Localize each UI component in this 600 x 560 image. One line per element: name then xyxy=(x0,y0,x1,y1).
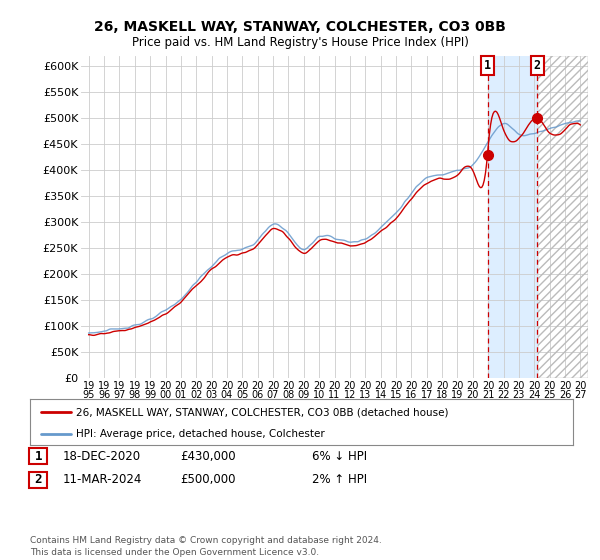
Text: Price paid vs. HM Land Registry's House Price Index (HPI): Price paid vs. HM Land Registry's House … xyxy=(131,36,469,49)
Text: £500,000: £500,000 xyxy=(180,473,235,487)
Text: Contains HM Land Registry data © Crown copyright and database right 2024.
This d: Contains HM Land Registry data © Crown c… xyxy=(30,536,382,557)
Text: HPI: Average price, detached house, Colchester: HPI: Average price, detached house, Colc… xyxy=(76,429,325,438)
Bar xyxy=(488,56,537,378)
Text: 1: 1 xyxy=(35,450,42,463)
Text: 26, MASKELL WAY, STANWAY, COLCHESTER, CO3 0BB: 26, MASKELL WAY, STANWAY, COLCHESTER, CO… xyxy=(94,20,506,34)
Text: 11-MAR-2024: 11-MAR-2024 xyxy=(63,473,142,487)
Text: 26, MASKELL WAY, STANWAY, COLCHESTER, CO3 0BB (detached house): 26, MASKELL WAY, STANWAY, COLCHESTER, CO… xyxy=(76,407,449,417)
Text: 18-DEC-2020: 18-DEC-2020 xyxy=(63,450,141,463)
Text: 2% ↑ HPI: 2% ↑ HPI xyxy=(312,473,367,487)
Text: 2: 2 xyxy=(533,59,541,72)
Text: 1: 1 xyxy=(484,59,491,72)
Text: 2: 2 xyxy=(35,473,42,487)
Text: 6% ↓ HPI: 6% ↓ HPI xyxy=(312,450,367,463)
Text: £430,000: £430,000 xyxy=(180,450,236,463)
